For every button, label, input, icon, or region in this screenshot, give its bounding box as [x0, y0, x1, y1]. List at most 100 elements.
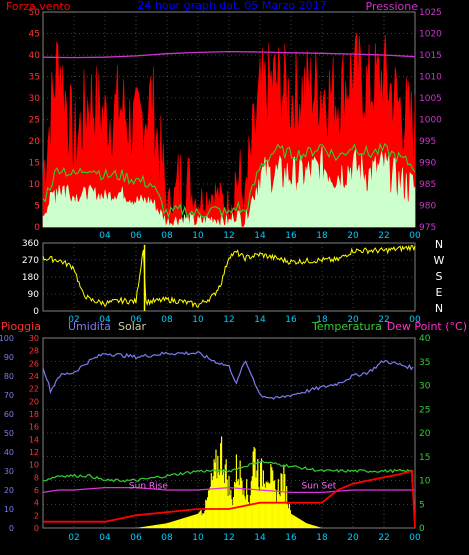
pressure-axis-title: Pressione: [366, 0, 419, 13]
humidity-tick-label: 30: [4, 467, 14, 476]
temperature-tick-label: 40: [419, 334, 431, 344]
temperature-tick-label: 15: [419, 453, 430, 463]
rain-tick-label: 4: [34, 499, 39, 508]
direction-axis-ticks: 0 90 180 270 360: [22, 239, 39, 317]
hour-tick-label: 06: [130, 231, 142, 241]
humidity-tick-label: 20: [4, 486, 14, 495]
hour-tick-label: 10: [192, 533, 204, 543]
hour-tick-label: 08: [161, 533, 173, 543]
pressure-tick-label: 1005: [419, 94, 442, 104]
humidity-line: [42, 351, 414, 400]
wind-left-axis-ticks: 0 5 10 15 20 25 30 35 40 45 50: [29, 8, 41, 233]
wind-tick-label: 30: [29, 94, 41, 104]
compass-letter: N: [435, 302, 443, 315]
wind-tick-label: 10: [29, 180, 41, 190]
wind-direction-line: [42, 244, 416, 309]
hour-tick-label: 20: [347, 231, 359, 241]
wind-average-line: [42, 142, 416, 219]
direction-tick-label: 360: [22, 239, 39, 249]
hour-tick-label: 14: [254, 533, 266, 543]
pressure-tick-label: 1025: [419, 8, 442, 18]
pressure-tick-label: 995: [419, 137, 436, 147]
temperature-tick-label: 35: [419, 358, 430, 368]
hour-tick-label: 10: [192, 231, 204, 241]
sun-annotations: Sun Rise Sun Set: [129, 481, 337, 491]
temperature-line: [42, 460, 414, 483]
humidity-axis-ticks: 0 10 20 30 40 50 60 70 80 90 100: [0, 334, 14, 533]
hour-tick-label: 22: [378, 315, 389, 325]
compass-letter: E: [436, 286, 443, 299]
rain-tick-label: 0: [34, 524, 39, 533]
hour-tick-label: 22: [378, 533, 389, 543]
rain-tick-label: 22: [29, 385, 39, 394]
pressure-tick-label: 980: [419, 202, 436, 212]
wind-tick-label: 25: [29, 116, 40, 126]
pressure-tick-label: 985: [419, 180, 436, 190]
hour-tick-label: 02: [68, 533, 79, 543]
hour-tick-label: 18: [316, 231, 328, 241]
humidity-tick-label: 70: [4, 391, 14, 400]
hour-tick-label: 04: [99, 533, 111, 543]
wind-tick-label: 0: [34, 223, 40, 233]
wind-tick-label: 15: [29, 159, 40, 169]
hour-tick-label: 06: [130, 315, 142, 325]
hour-tick-label: 00: [409, 315, 421, 325]
hour-tick-label: 12: [223, 315, 234, 325]
hour-tick-label: 04: [99, 231, 111, 241]
temperature-tick-label: 0: [419, 524, 425, 534]
humidity-tick-label: 90: [4, 353, 14, 362]
rain-tick-label: 16: [29, 423, 39, 432]
hour-tick-label: 16: [285, 231, 297, 241]
humidity-tick-label: 40: [4, 448, 14, 457]
hour-tick-label: 20: [347, 315, 359, 325]
humidity-tick-label: 10: [4, 505, 14, 514]
hour-tick-label: 16: [285, 533, 297, 543]
wind-tick-label: 50: [29, 8, 41, 18]
temperature-tick-label: 5: [419, 500, 425, 510]
dewpoint-line: [42, 486, 415, 494]
temperature-tick-label: 10: [419, 477, 431, 487]
rain-tick-label: 12: [29, 448, 39, 457]
hour-tick-label: 02: [68, 315, 79, 325]
sunset-label: Sun Set: [302, 481, 337, 491]
pressure-tick-label: 975: [419, 223, 436, 233]
temperature-tick-label: 25: [419, 405, 430, 415]
humidity-tick-label: 0: [9, 524, 14, 533]
wind-tick-label: 20: [29, 137, 41, 147]
rain-tick-label: 28: [29, 347, 39, 356]
wind-tick-label: 45: [29, 30, 40, 40]
weather-x-axis-ticks: 02 04 06 08 10 12 14 16 18 20 22 00: [68, 533, 421, 543]
compass-letter: W: [434, 254, 445, 267]
chart-title: 24 hour graph dat. 05 Marzo 2017: [137, 0, 326, 12]
direction-tick-label: 90: [28, 290, 40, 300]
direction-tick-label: 0: [33, 307, 39, 317]
humidity-tick-label: 50: [4, 429, 14, 438]
pressure-tick-label: 1010: [419, 73, 442, 83]
rain-tick-label: 6: [34, 486, 39, 495]
pressure-tick-label: 1020: [419, 30, 442, 40]
hour-tick-label: 18: [316, 315, 328, 325]
direction-tick-label: 180: [22, 273, 39, 283]
wind-series: [42, 33, 416, 228]
hour-tick-label: 22: [378, 231, 389, 241]
hour-tick-label: 12: [223, 533, 234, 543]
rain-tick-label: 14: [29, 435, 39, 444]
rain-tick-label: 20: [29, 397, 39, 406]
wind-x-axis-ticks: 04 06 08 10 12 14 16 18 20 22 00: [99, 231, 421, 241]
direction-x-axis-ticks: 02 04 06 08 10 12 14 16 18 20 22 00: [68, 315, 421, 325]
direction-tick-label: 270: [22, 256, 39, 266]
rain-tick-label: 24: [29, 372, 39, 381]
legend-rain: Pioggia: [1, 320, 41, 333]
rain-tick-label: 2: [34, 511, 39, 520]
hour-tick-label: 08: [161, 231, 173, 241]
hour-tick-label: 20: [347, 533, 359, 543]
temperature-tick-label: 20: [419, 429, 431, 439]
humidity-tick-label: 100: [0, 334, 14, 343]
hour-tick-label: 12: [223, 231, 234, 241]
weather-series: [42, 351, 416, 529]
rain-tick-label: 18: [29, 410, 39, 419]
humidity-tick-label: 60: [4, 410, 14, 419]
rain-tick-label: 8: [34, 473, 39, 482]
